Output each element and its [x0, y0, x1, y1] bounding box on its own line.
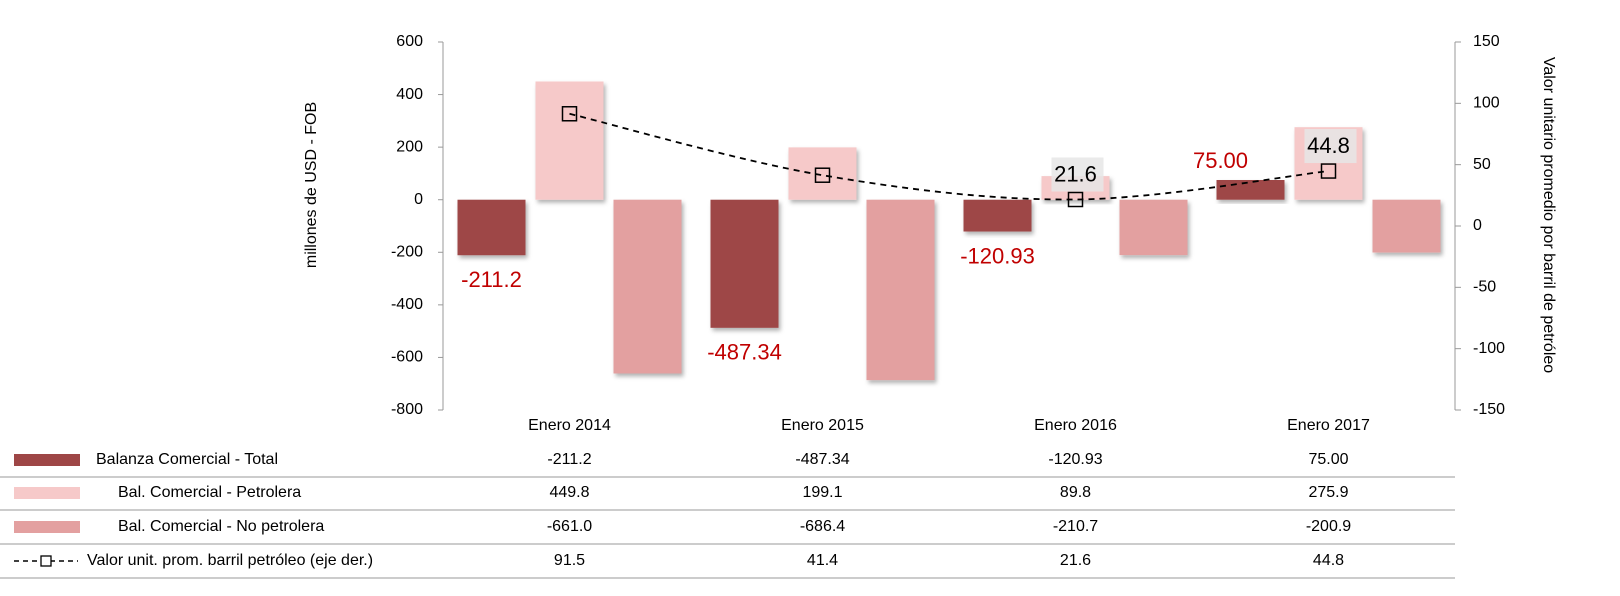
y-tick-label: 200 [396, 138, 423, 155]
y-tick-label: -200 [391, 244, 423, 261]
line-marker [561, 106, 578, 122]
bar [788, 147, 857, 200]
legend-label: Bal. Comercial - Petrolera [118, 484, 301, 501]
y-tick-label: 400 [396, 86, 423, 103]
y2-tick-label: 100 [1473, 95, 1500, 112]
legend-label: Bal. Comercial - No petrolera [118, 518, 324, 535]
table-cell: -487.34 [795, 451, 849, 468]
y-axis-title: millones de USD - FOB [303, 102, 320, 268]
table-cell: -211.2 [547, 451, 591, 468]
table-cell: 91.5 [554, 552, 585, 569]
y-tick-label: -800 [391, 401, 423, 418]
table-cell: 75.00 [1308, 451, 1348, 468]
bar [963, 199, 1032, 232]
y2-tick-label: -100 [1473, 340, 1505, 357]
y2-tick-label: 0 [1473, 217, 1482, 234]
bar [457, 199, 526, 256]
table-cell: 44.8 [1313, 552, 1344, 569]
table-cell: -686.4 [800, 518, 845, 535]
data-label: 75.00 [1193, 148, 1248, 173]
data-label-bg [1304, 129, 1357, 164]
data-label: -120.93 [960, 243, 1035, 268]
y2-axis-title: Valor unitario promedio por barril de pe… [1540, 57, 1557, 373]
table-cell: -120.93 [1048, 451, 1102, 468]
table-cell: 199.1 [802, 484, 842, 501]
table-cell: 449.8 [549, 484, 589, 501]
data-label-bg [1051, 157, 1104, 192]
line-marker [814, 167, 831, 183]
bar [535, 81, 604, 200]
data-label: 44.8 [1307, 133, 1350, 158]
legend-swatch [14, 521, 80, 533]
bar [710, 199, 779, 328]
y-tick-label: 0 [414, 191, 423, 208]
bar [1372, 199, 1441, 253]
data-label: 21.6 [1054, 161, 1097, 186]
bar [866, 199, 935, 381]
table-cell: 89.8 [1060, 484, 1091, 501]
bar [1119, 199, 1188, 256]
y2-tick-label: -150 [1473, 401, 1505, 418]
legend-label: Balanza Comercial - Total [96, 451, 278, 468]
table-cell: -661.0 [547, 518, 592, 535]
legend-swatch [14, 454, 80, 466]
x-tick-label: Enero 2016 [1034, 417, 1117, 434]
y2-tick-label: 50 [1473, 156, 1491, 173]
bar [613, 199, 682, 374]
legend-marker [40, 555, 52, 567]
y2-tick-label: 150 [1473, 33, 1500, 50]
y-tick-label: -400 [391, 296, 423, 313]
table-cell: 275.9 [1308, 484, 1348, 501]
x-tick-label: Enero 2015 [781, 417, 864, 434]
table-cell: 41.4 [807, 552, 838, 569]
x-tick-label: Enero 2014 [528, 417, 611, 434]
table-cell: -200.9 [1306, 518, 1351, 535]
y-tick-label: -600 [391, 349, 423, 366]
table-cell: 21.6 [1060, 552, 1091, 569]
legend-swatch [14, 487, 80, 499]
line-marker [1320, 163, 1337, 179]
y-tick-label: 600 [396, 33, 423, 50]
bar [1216, 180, 1285, 200]
legend-label: Valor unit. prom. barril petróleo (eje d… [87, 552, 373, 569]
line [569, 112, 1329, 201]
data-label: -211.2 [461, 267, 522, 292]
line-marker [1067, 191, 1084, 208]
data-label: -487.34 [707, 340, 782, 365]
y2-tick-label: -50 [1473, 279, 1496, 296]
x-tick-label: Enero 2017 [1287, 417, 1370, 434]
table-cell: -210.7 [1053, 518, 1098, 535]
